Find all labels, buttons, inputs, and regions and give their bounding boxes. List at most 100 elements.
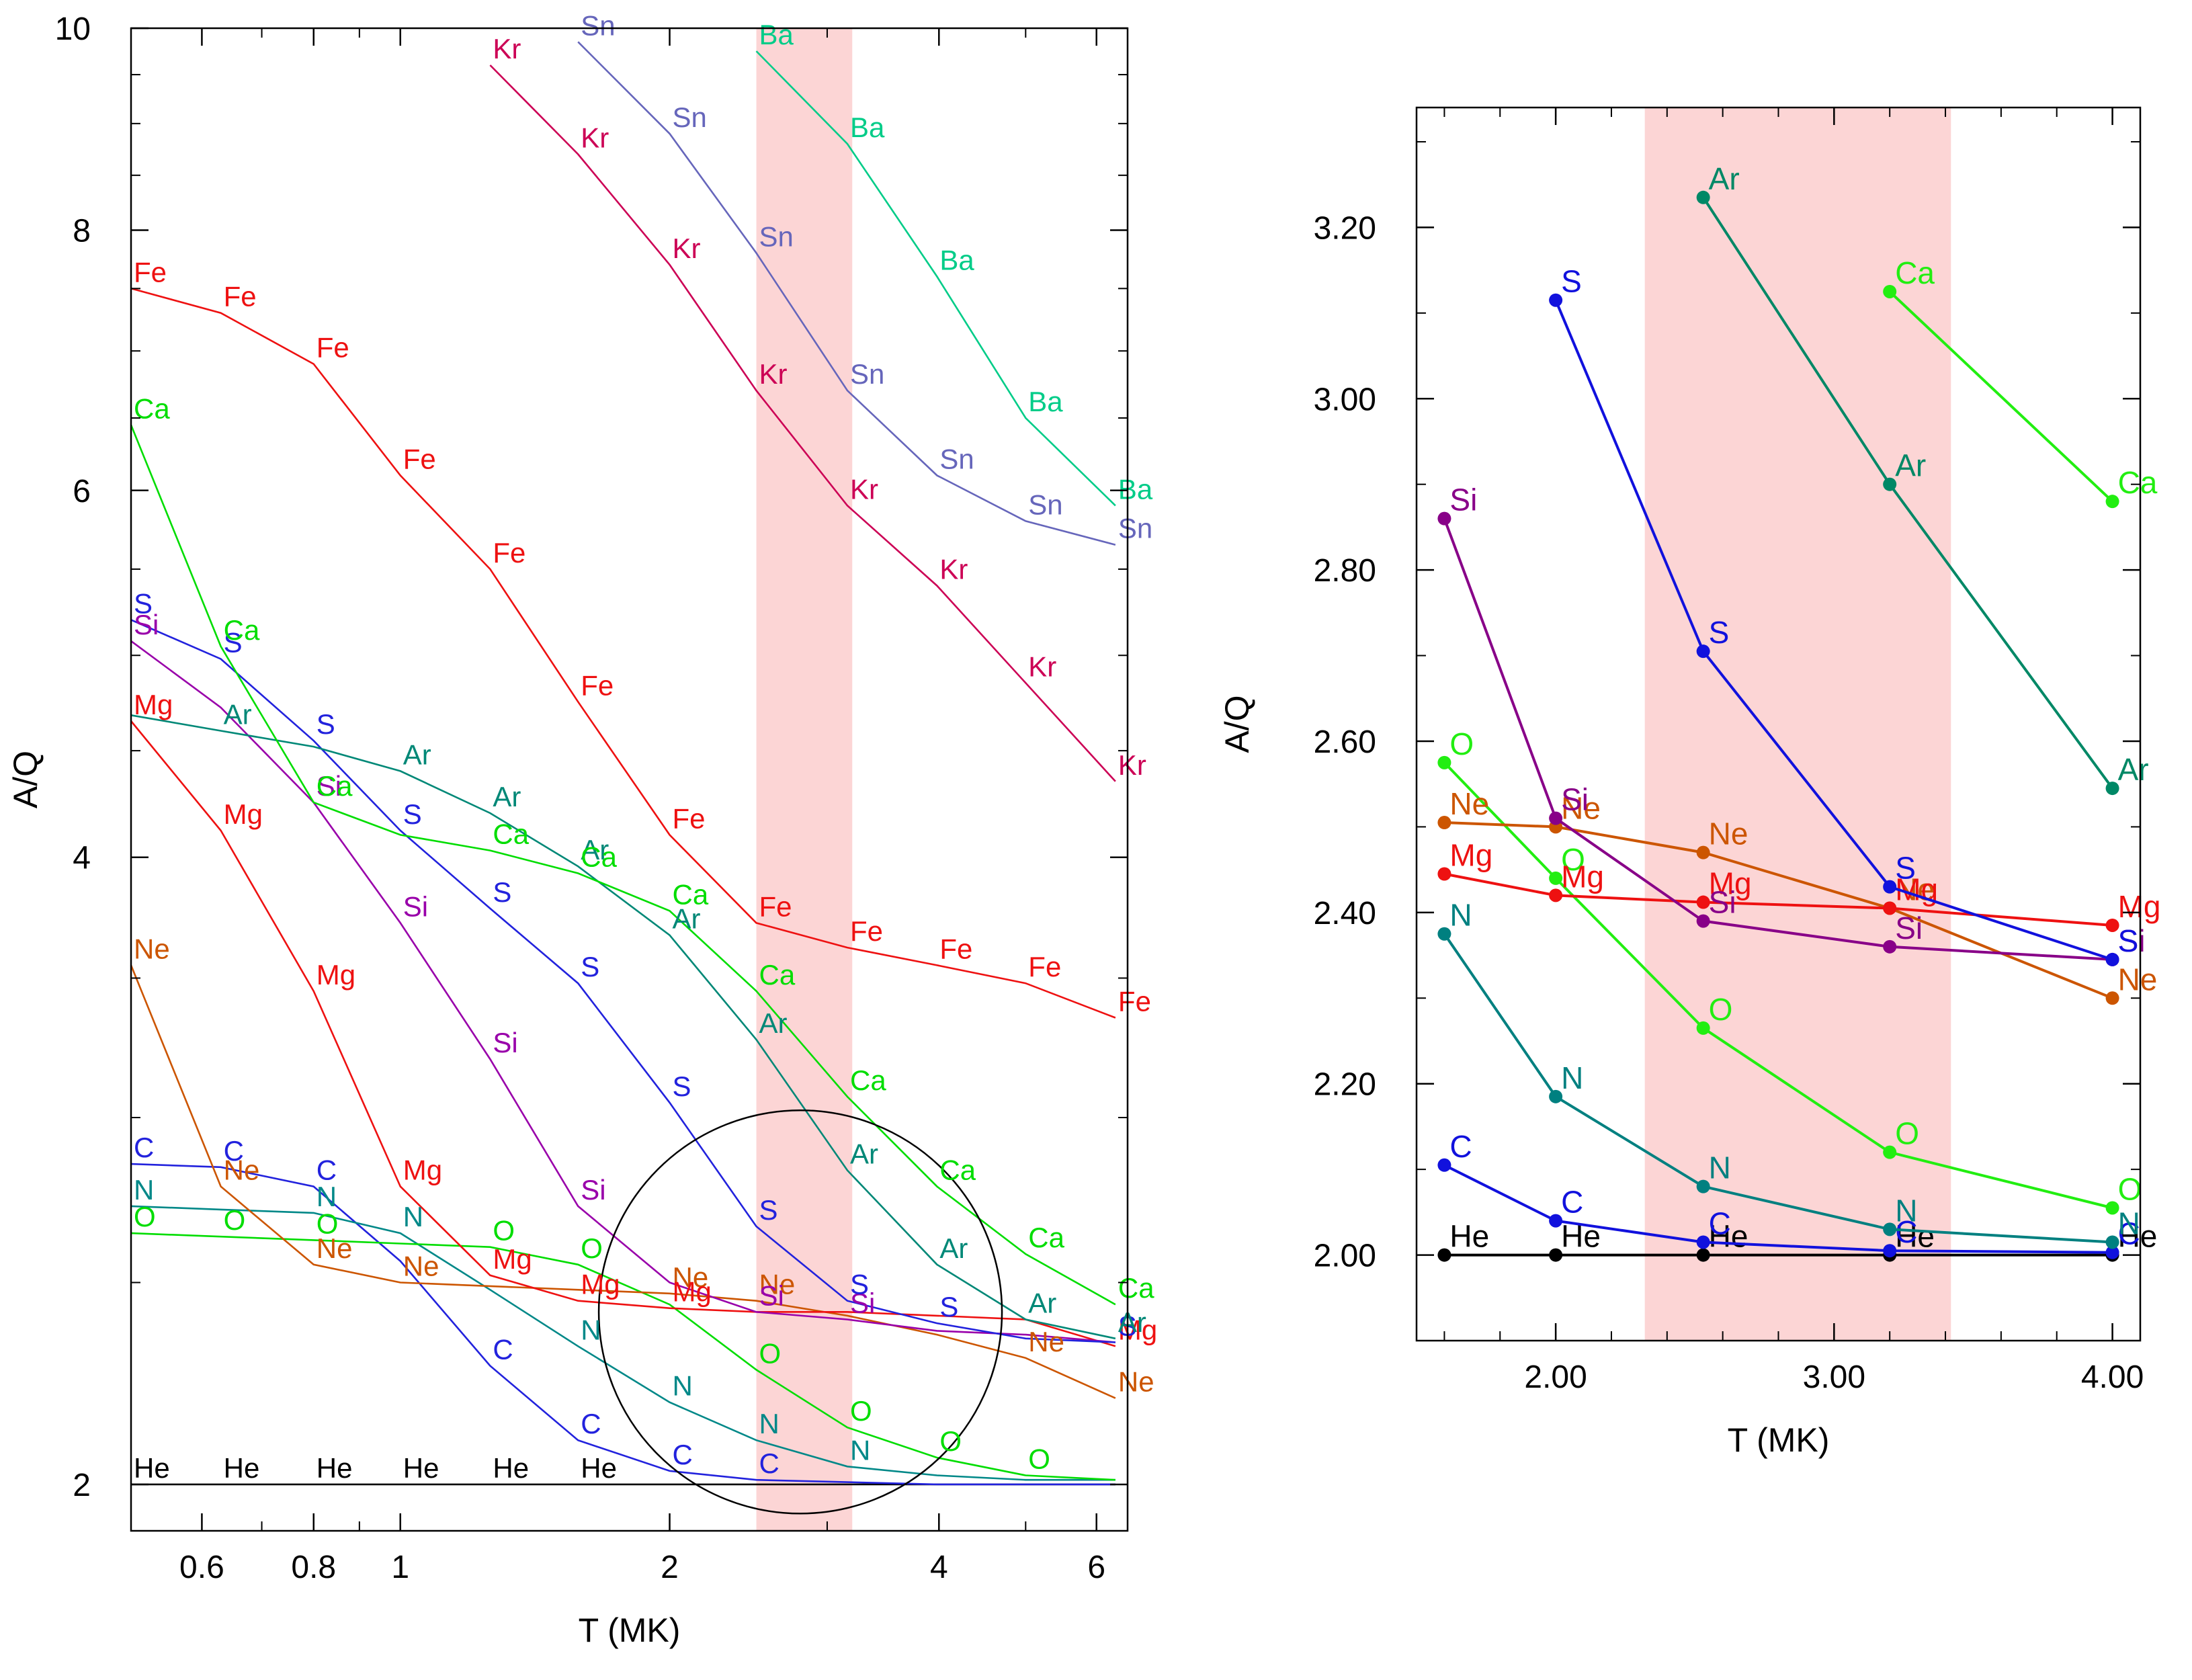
point-label-ca: Ca	[1118, 1272, 1154, 1304]
point-label-fe: Fe	[1118, 985, 1151, 1017]
point-label-sn: Sn	[939, 444, 974, 475]
x-tick-label: 1	[391, 1550, 409, 1585]
point-label-si: Si	[1895, 911, 1923, 946]
series-line-ne	[130, 964, 1116, 1399]
point-label-ca: Ca	[850, 1064, 886, 1096]
data-point-c	[1696, 1235, 1710, 1249]
data-point-c	[1549, 1214, 1563, 1228]
point-label-n: N	[1895, 1193, 1917, 1228]
y-tick-label: 2.00	[1314, 1238, 1376, 1274]
point-label-ca: Ca	[759, 959, 796, 991]
point-label-sn: Sn	[673, 101, 707, 133]
annotation-circle	[597, 1109, 1003, 1515]
point-label-ca: Ca	[2118, 465, 2158, 500]
point-label-mg: Mg	[2118, 889, 2161, 924]
data-point-mg	[1437, 867, 1451, 881]
series-line-o	[130, 1232, 1115, 1481]
point-label-he: He	[134, 1452, 170, 1484]
series-line-ba	[755, 50, 1116, 507]
series-line-s	[1554, 299, 2113, 961]
point-label-n: N	[2118, 1206, 2140, 1241]
y-tick-label: 2.80	[1314, 553, 1376, 589]
y-tick-label: 2.60	[1314, 724, 1376, 760]
point-label-sn: Sn	[581, 9, 615, 41]
x-tick-label: 4.00	[2081, 1359, 2144, 1395]
point-label-ar: Ar	[673, 903, 701, 935]
point-label-s: S	[581, 951, 599, 982]
data-point-c	[2105, 1245, 2119, 1259]
series-line-n	[130, 1205, 1115, 1481]
point-label-fe: Fe	[224, 281, 257, 312]
point-label-ne: Ne	[224, 1154, 260, 1186]
data-point-n	[1696, 1179, 1710, 1193]
point-label-ar: Ar	[2118, 752, 2149, 787]
point-label-ne: Ne	[1449, 786, 1489, 821]
point-label-mg: Mg	[134, 689, 173, 720]
y-axis-label: A/Q	[1218, 695, 1256, 753]
point-label-fe: Fe	[1028, 951, 1061, 982]
point-label-mg: Mg	[224, 798, 263, 830]
point-label-ba: Ba	[939, 245, 974, 276]
point-label-c: C	[673, 1439, 693, 1470]
point-label-he: He	[2118, 1219, 2158, 1254]
point-label-s: S	[134, 587, 153, 619]
point-label-fe: Fe	[317, 332, 349, 364]
point-label-ca: Ca	[317, 770, 353, 802]
point-label-o: O	[581, 1232, 603, 1264]
point-label-fe: Fe	[673, 802, 706, 834]
point-label-fe: Fe	[403, 444, 436, 475]
point-label-n: N	[850, 1434, 870, 1466]
point-label-he: He	[403, 1452, 439, 1484]
point-label-mg: Mg	[673, 1276, 712, 1308]
point-label-si: Si	[1449, 482, 1477, 517]
point-label-fe: Fe	[134, 256, 167, 288]
point-label-si: Si	[317, 770, 341, 802]
point-label-ne: Ne	[759, 1269, 796, 1300]
point-label-n: N	[673, 1370, 693, 1402]
data-point-mg	[1883, 901, 1897, 915]
point-label-c: C	[134, 1132, 154, 1163]
point-label-o: O	[1028, 1443, 1050, 1475]
x-tick-label: 0.6	[179, 1550, 224, 1585]
point-label-kr: Kr	[1028, 650, 1056, 682]
point-label-c: C	[317, 1154, 337, 1186]
x-tick-label: 0.8	[291, 1550, 336, 1585]
point-label-si: Si	[403, 890, 428, 922]
point-label-he: He	[1449, 1219, 1489, 1254]
point-label-sn: Sn	[850, 358, 884, 390]
series-line-mg	[130, 720, 1116, 1347]
series-line-ca	[1888, 290, 2113, 503]
point-label-si: Si	[493, 1027, 517, 1058]
data-point-o	[1437, 755, 1451, 769]
point-label-ar: Ar	[224, 699, 252, 730]
data-point-ar	[2105, 782, 2119, 796]
point-label-ca: Ca	[581, 841, 617, 872]
point-label-s: S	[1895, 851, 1916, 886]
point-label-c: C	[224, 1135, 244, 1167]
point-label-kr: Kr	[581, 122, 609, 154]
point-label-ar: Ar	[1709, 161, 1740, 196]
point-label-ca: Ca	[939, 1154, 976, 1186]
point-label-o: O	[1709, 992, 1733, 1027]
data-point-ca	[1883, 284, 1897, 298]
x-tick-label: 2	[661, 1550, 679, 1585]
point-label-mg: Mg	[403, 1154, 442, 1186]
data-point-he	[1437, 1248, 1451, 1262]
data-point-c	[1437, 1158, 1451, 1172]
series-line-c	[130, 1163, 1115, 1486]
data-point-o	[1883, 1145, 1897, 1159]
point-label-ca: Ca	[224, 614, 260, 646]
point-label-n: N	[317, 1181, 337, 1212]
point-label-kr: Kr	[493, 33, 521, 65]
y-tick-label: 2	[73, 1468, 91, 1503]
point-label-n: N	[581, 1314, 601, 1345]
point-label-si: Si	[1561, 782, 1589, 817]
data-point-o	[1549, 871, 1563, 885]
point-label-n: N	[403, 1201, 423, 1232]
point-label-ne: Ne	[2118, 962, 2158, 997]
data-point-ar	[1883, 477, 1897, 491]
data-point-he	[1549, 1248, 1563, 1262]
point-label-s: S	[224, 627, 243, 659]
point-label-o: O	[1449, 726, 1474, 761]
